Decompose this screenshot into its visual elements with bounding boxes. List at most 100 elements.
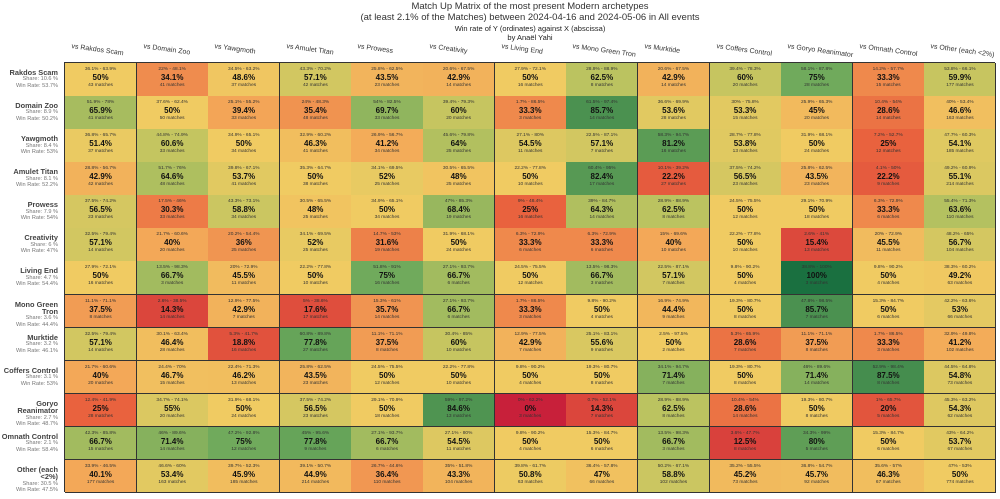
match-count: 20 matches bbox=[88, 380, 113, 386]
heatmap-cell: 15.3% - 84.7% 50% 6 matches bbox=[852, 294, 925, 329]
win-rate: 58.8% bbox=[232, 205, 256, 215]
confidence-interval: 54% - 82.5% bbox=[373, 100, 401, 106]
row-name: Coffers Control bbox=[3, 365, 58, 375]
match-count: 18 matches bbox=[804, 215, 830, 221]
confidence-interval: 42.2% - 63.6% bbox=[944, 298, 976, 304]
match-count: 3 matches bbox=[519, 413, 542, 419]
confidence-interval: 36.8% - 54.7% bbox=[800, 463, 833, 469]
match-count: 6 matches bbox=[877, 314, 900, 320]
win-rate: 41.2% bbox=[375, 139, 399, 149]
heatmap-cell: 39.8% - 67.1% 53.7% 41 matches bbox=[208, 162, 281, 196]
confidence-interval: 3.6% - 47.7% bbox=[730, 430, 760, 436]
win-rate: 63.6% bbox=[948, 205, 972, 215]
match-count: 48 matches bbox=[159, 182, 185, 188]
heatmap-cell: 22.5% - 87.1% 57.1% 7 matches bbox=[566, 129, 639, 163]
match-count: 6 matches bbox=[590, 446, 613, 452]
heatmap-cell: 13.5% - 98.3% 66.7% 3 matches bbox=[566, 261, 639, 296]
heatmap-cell: 34.7% - 74.1% 55% 20 matches bbox=[136, 393, 209, 428]
heatmap-cell: 30.5% - 65.5% 48% 25 matches bbox=[279, 195, 352, 229]
confidence-interval: 37.5% - 74.2% bbox=[729, 166, 761, 172]
match-count: 33 matches bbox=[374, 116, 400, 122]
match-count: 73 matches bbox=[732, 479, 758, 485]
win-rate: 68.4% bbox=[447, 205, 470, 215]
row-name: Rakdos Scam bbox=[9, 68, 58, 77]
heatmap-cell: 1.7% - 86.5% 33.3% 3 matches bbox=[494, 96, 567, 130]
confidence-interval: 38.8% - 100% bbox=[801, 265, 832, 271]
win-rate: 65.9% bbox=[89, 106, 112, 116]
confidence-interval: 32.5% - 79.4% bbox=[84, 331, 117, 337]
heatmap-cell: 19.3% - 80.7% 50% 8 matches bbox=[781, 393, 854, 428]
confidence-interval: 34.1% - 94.7% bbox=[657, 364, 690, 370]
win-rate: 50% bbox=[737, 370, 754, 380]
win-rate: 75% bbox=[235, 436, 252, 446]
match-count: 17 matches bbox=[589, 182, 615, 188]
match-count: 19 matches bbox=[374, 248, 400, 254]
win-rate: 28.6% bbox=[733, 337, 757, 347]
win-rate: 18.8% bbox=[232, 337, 256, 347]
match-count: 66 matches bbox=[947, 314, 973, 320]
confidence-interval: 28.9% - 88.9% bbox=[657, 397, 690, 403]
heatmap-cell: 47% - 53% 50% 774 matches bbox=[924, 459, 997, 494]
confidence-interval: 1.7% - 86.5% bbox=[515, 298, 545, 304]
row-winrate: Win Rate: 58.4% bbox=[16, 446, 58, 453]
confidence-interval: 20.6% - 67.5% bbox=[442, 67, 475, 72]
confidence-interval: 32.5% - 79.4% bbox=[84, 232, 117, 238]
match-count: 41 matches bbox=[231, 182, 257, 188]
row-header: Murktide Share: 3.2 % Win Rate: 46.1% bbox=[0, 333, 58, 355]
confidence-interval: 47% - 53% bbox=[948, 463, 972, 469]
heatmap-cell: 20% - 72.9% 45.5% 11 matches bbox=[208, 261, 281, 296]
heatmap-cell: 27.1% - 93.7% 66.7% 6 matches bbox=[423, 294, 496, 329]
heatmap-cell: 24.5% - 75.5% 50% 12 matches bbox=[709, 195, 782, 229]
confidence-interval: 11.1% - 71.1% bbox=[801, 331, 833, 337]
row-header: Goryo Reanimator Share: 2.7 % Win Rate: 48… bbox=[0, 400, 58, 428]
heatmap-cell: 38.3% - 60.2% 49.2% 63 matches bbox=[924, 261, 997, 296]
win-rate: 50% bbox=[737, 271, 754, 281]
heatmap-cell: 27.1% - 93.7% 66.7% 6 matches bbox=[351, 426, 424, 461]
confidence-interval: 16.9% - 74.9% bbox=[657, 298, 690, 304]
win-rate: 75% bbox=[808, 73, 825, 82]
confidence-interval: 32.9% - 60.2% bbox=[299, 133, 332, 139]
match-count: 10 matches bbox=[732, 248, 758, 254]
match-count: 110 matches bbox=[373, 479, 401, 485]
heatmap-cell: 34.3% - 99% 80% 5 matches bbox=[781, 426, 854, 461]
confidence-interval: 35.6% - 57% bbox=[874, 463, 903, 469]
match-count: 163 matches bbox=[158, 479, 186, 485]
match-count: 23 matches bbox=[88, 215, 113, 221]
confidence-interval: 12.4% - 41.9% bbox=[84, 397, 117, 403]
heatmap-cell: 0.7% - 52.1% 14.3% 7 matches bbox=[566, 393, 639, 428]
match-count: 15 matches bbox=[732, 116, 758, 122]
confidence-interval: 34.3% - 99% bbox=[802, 430, 831, 436]
match-count: 20 matches bbox=[159, 413, 185, 419]
match-count: 14 matches bbox=[159, 446, 185, 452]
match-count: 3 matches bbox=[590, 281, 613, 287]
row-name: Domain Zoo bbox=[15, 101, 58, 111]
match-count: 19 matches bbox=[446, 215, 472, 221]
confidence-interval: 25.8% - 62.5% bbox=[299, 364, 332, 370]
match-count: 102 matches bbox=[659, 479, 688, 485]
match-count: 9 matches bbox=[662, 314, 685, 320]
heatmap-cell: 21.7% - 60.6% 40% 20 matches bbox=[65, 360, 138, 395]
win-rate: 39.4% bbox=[232, 106, 256, 116]
heatmap-cell: 32.5% - 79.4% 57.1% 14 matches bbox=[65, 327, 138, 362]
heatmap-cell: 13.5% - 98.3% 66.7% 3 matches bbox=[637, 426, 711, 461]
heatmap-cell: 25.8% - 62.5% 43.5% 23 matches bbox=[279, 360, 352, 395]
win-rate: 50% bbox=[593, 436, 610, 446]
heatmap-cell: 60.4% - 95% 82.4% 17 matches bbox=[566, 162, 639, 196]
confidence-interval: 24.5% - 75.5% bbox=[729, 199, 761, 205]
match-count: 214 matches bbox=[946, 182, 974, 188]
match-count: 14 matches bbox=[88, 248, 113, 254]
row-share: Share: 2.7 % bbox=[25, 414, 58, 421]
heatmap-cell: 47.8% - 98.5% 85.7% 7 matches bbox=[781, 294, 854, 329]
match-count: 3 matches bbox=[519, 314, 542, 320]
win-rate: 56.5% bbox=[304, 403, 327, 413]
match-count: 17 matches bbox=[302, 314, 328, 320]
win-rate: 64.6% bbox=[160, 172, 184, 182]
win-rate: 42.9% bbox=[232, 304, 256, 314]
confidence-interval: 0% - 62.2% bbox=[517, 397, 543, 403]
confidence-interval: 22.4% - 71.3% bbox=[228, 364, 260, 370]
heatmap-cell: 27.9% - 72.1% 50% 16 matches bbox=[65, 261, 138, 296]
match-count: 3 matches bbox=[662, 446, 685, 452]
confidence-interval: 44.8% - 74.9% bbox=[156, 133, 188, 139]
match-count: 6 matches bbox=[375, 446, 399, 452]
confidence-interval: 27.1% - 80% bbox=[516, 133, 544, 139]
